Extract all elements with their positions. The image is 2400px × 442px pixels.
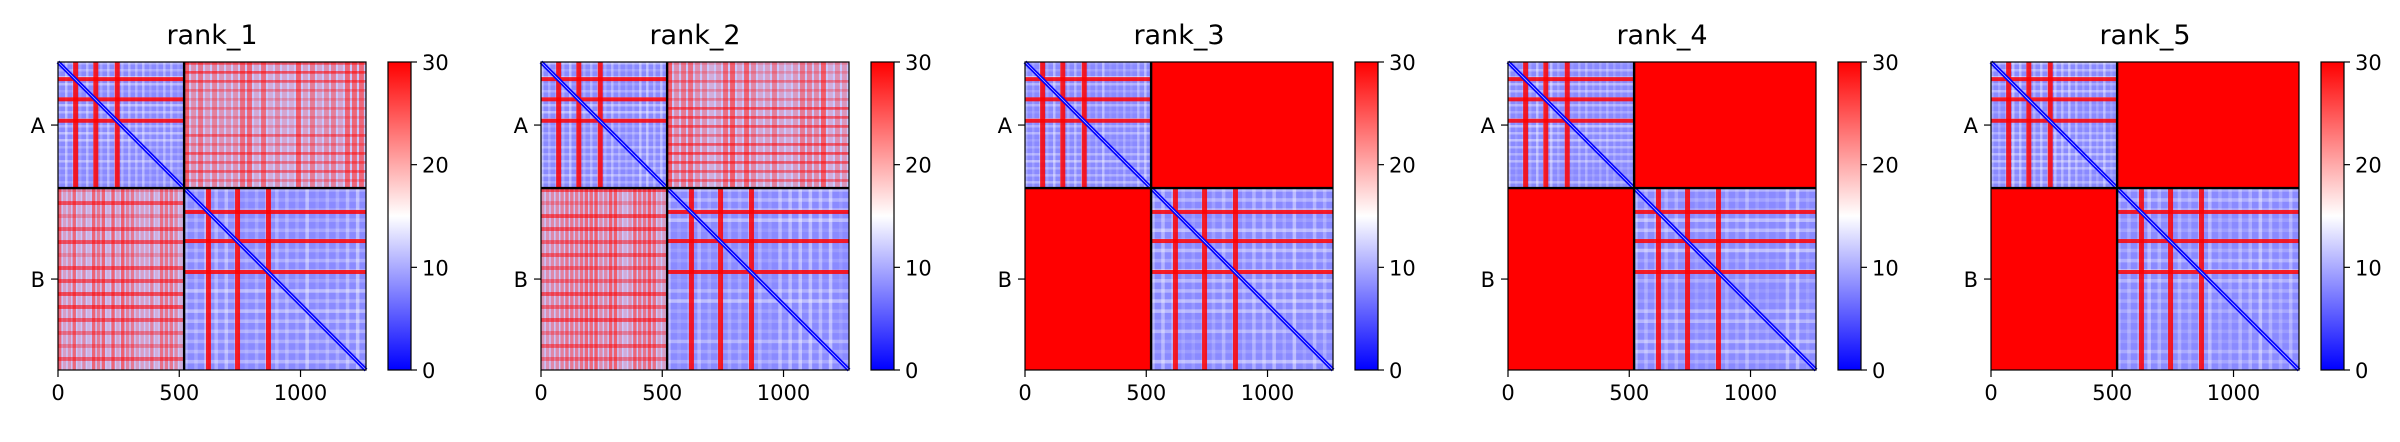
heatmap-panel-4: rank_4 0 500 1000 A B 0 10 20 30: [1481, 20, 1899, 405]
y-tick-label: B: [31, 268, 45, 292]
x-tick-label: 0: [51, 381, 64, 405]
heatmap-panel-2: rank_2 0 500 1000 A B 0 10 20 30: [514, 20, 932, 405]
colorbar-tick-label: 20: [422, 154, 449, 178]
block-A-A: [56, 60, 186, 190]
block-A-B: [667, 62, 849, 189]
panel-title: rank_3: [1133, 20, 1224, 51]
colorbar-tick-label: 30: [1872, 51, 1899, 75]
x-tick-label: 0: [534, 381, 547, 405]
colorbar: [1837, 61, 1862, 371]
x-tick-label: 0: [1018, 381, 1031, 405]
y-tick-label: A: [1481, 114, 1496, 138]
block-A-A: [1506, 60, 1636, 190]
block-B-B: [1632, 186, 1818, 372]
colorbar-tick-label: 30: [422, 51, 449, 75]
axes-frame: [540, 61, 850, 371]
colorbar: [387, 61, 412, 371]
x-tick-label: 500: [1126, 381, 1166, 405]
x-tick-label: 500: [159, 381, 199, 405]
y-tick-label: B: [1964, 268, 1978, 292]
colorbar: [2320, 61, 2345, 371]
axes-frame: [57, 61, 367, 371]
colorbar-tick-label: 20: [1872, 154, 1899, 178]
y-tick-label: B: [998, 268, 1012, 292]
colorbar-tick-label: 10: [1872, 256, 1899, 280]
x-tick-label: 1000: [2207, 381, 2260, 405]
block-B-A: [541, 188, 668, 370]
colorbar-tick-label: 30: [905, 51, 932, 75]
colorbar-tick-label: 10: [905, 256, 932, 280]
axes-frame: [1024, 61, 1334, 371]
colorbar-tick-label: 0: [2355, 359, 2368, 383]
colorbar: [870, 61, 895, 371]
x-tick-label: 500: [642, 381, 682, 405]
block-A-A: [1989, 60, 2119, 190]
axes-frame: [1990, 61, 2300, 371]
block-B-B: [182, 186, 368, 372]
colorbar-tick-label: 30: [1389, 51, 1416, 75]
y-tick-label: B: [1481, 268, 1495, 292]
colorbar-tick-label: 10: [422, 256, 449, 280]
block-B-A: [58, 188, 185, 370]
heatmap-panel-3: rank_3 0 500 1000 A B 0 10 20 30: [998, 20, 1416, 405]
y-tick-label: A: [1964, 114, 1979, 138]
colorbar-tick-label: 0: [1872, 359, 1885, 383]
panel-title: rank_4: [1616, 20, 1707, 51]
panel-title: rank_5: [2099, 20, 2190, 51]
x-tick-label: 0: [1501, 381, 1514, 405]
colorbar-tick-label: 30: [2355, 51, 2382, 75]
heatmap-panel-1: rank_1 0 500 1000 A B 0 10 20 30: [31, 20, 449, 405]
x-tick-label: 1000: [1241, 381, 1294, 405]
panel-title: rank_2: [649, 20, 740, 51]
block-A-A: [539, 60, 669, 190]
x-tick-label: 1000: [1724, 381, 1777, 405]
x-tick-label: 1000: [757, 381, 810, 405]
x-tick-label: 0: [1984, 381, 1997, 405]
x-tick-label: 500: [2092, 381, 2132, 405]
colorbar: [1354, 61, 1379, 371]
colorbar-tick-label: 0: [1389, 359, 1402, 383]
axes-frame: [1507, 61, 1817, 371]
block-B-B: [2115, 186, 2301, 372]
colorbar-tick-label: 10: [2355, 256, 2382, 280]
y-tick-label: B: [514, 268, 528, 292]
y-tick-label: A: [998, 114, 1013, 138]
colorbar-tick-label: 0: [905, 359, 918, 383]
x-tick-label: 500: [1609, 381, 1649, 405]
x-tick-label: 1000: [274, 381, 327, 405]
colorbar-tick-label: 10: [1389, 256, 1416, 280]
block-B-B: [665, 186, 851, 372]
y-tick-label: A: [514, 114, 529, 138]
colorbar-tick-label: 20: [905, 154, 932, 178]
heatmap-panel-5: rank_5 0 500 1000 A B 0 10 20 30: [1964, 20, 2382, 405]
block-A-B: [184, 62, 366, 189]
colorbar-tick-label: 20: [1389, 154, 1416, 178]
block-B-B: [1149, 186, 1335, 372]
panel-title: rank_1: [166, 20, 257, 51]
colorbar-tick-label: 0: [422, 359, 435, 383]
colorbar-tick-label: 20: [2355, 154, 2382, 178]
block-A-A: [1023, 60, 1153, 190]
y-tick-label: A: [31, 114, 46, 138]
